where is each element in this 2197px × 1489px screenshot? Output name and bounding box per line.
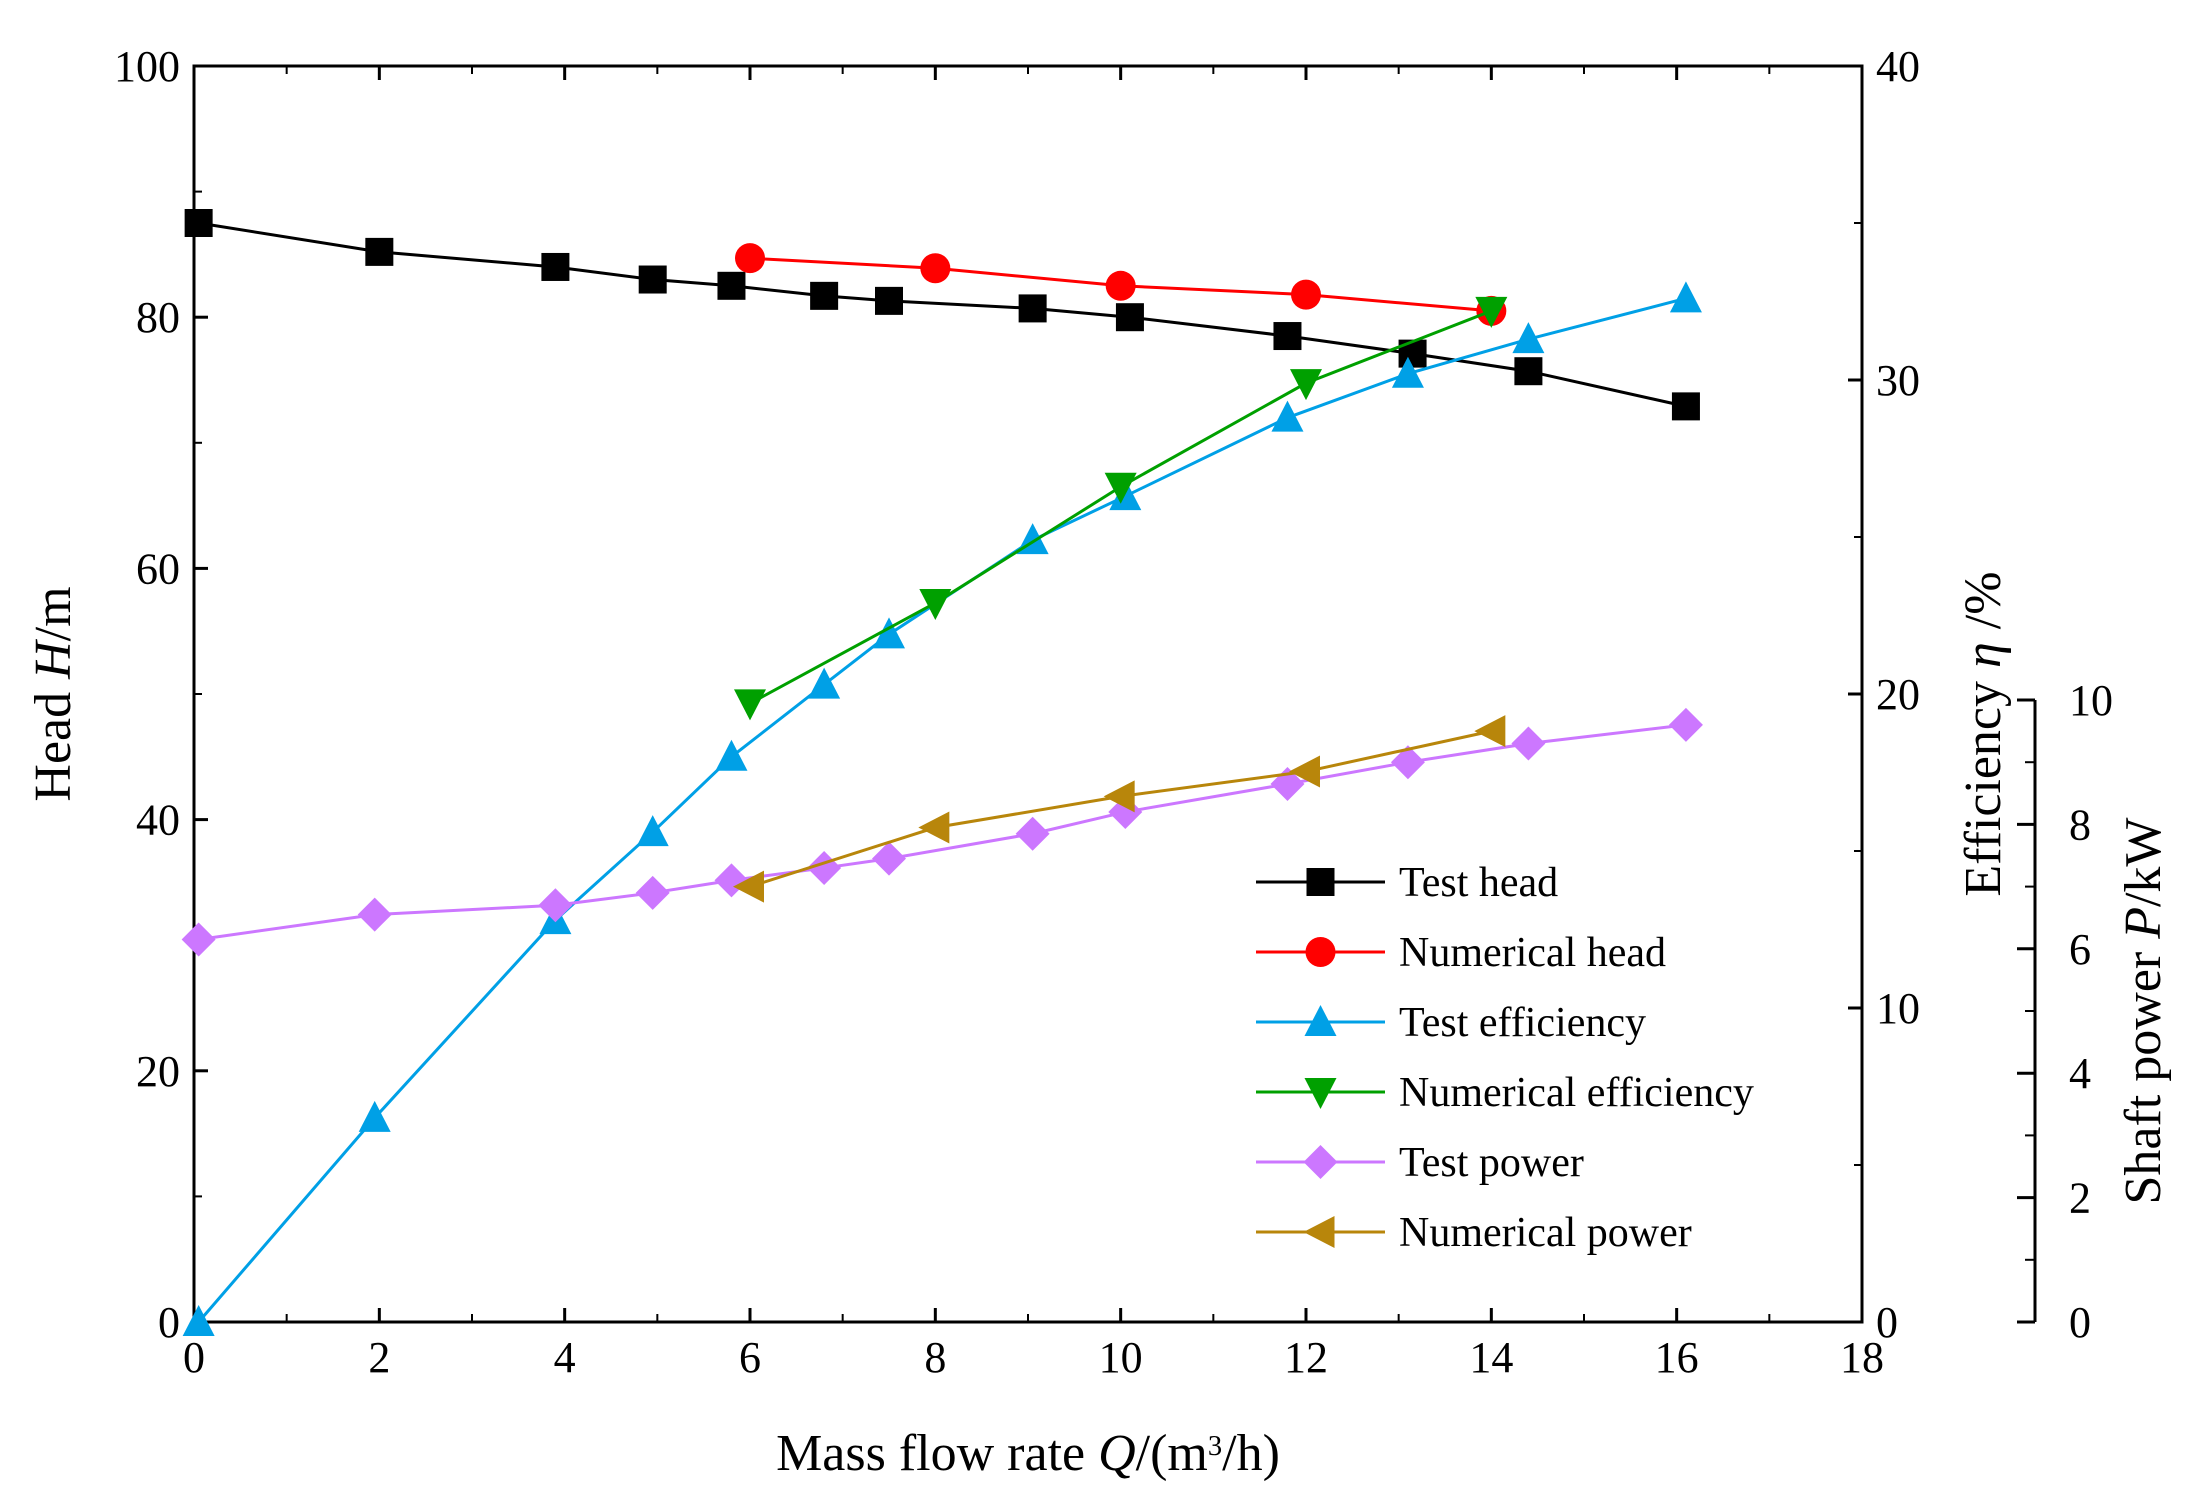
power-tick-label: 0 (2069, 1298, 2091, 1347)
test-power-point (1669, 708, 1703, 742)
test-head-point (1116, 303, 1144, 331)
eff-tick-label: 30 (1876, 356, 1920, 405)
test-head-point (875, 287, 903, 315)
eff-tick-label: 0 (1876, 1298, 1898, 1347)
test-power-point (182, 922, 216, 956)
x-tick-label: 8 (924, 1333, 946, 1382)
numerical-head-point (920, 253, 950, 283)
legend-marker-numerical-power (1304, 1216, 1335, 1248)
numerical-head-point (1106, 271, 1136, 301)
test-efficiency-point (715, 740, 747, 771)
test-power-point (1511, 727, 1545, 761)
plot-frame (194, 66, 1862, 1322)
test-power-point (636, 876, 670, 910)
test-head-point (1019, 294, 1047, 322)
numerical-efficiency-point (1290, 369, 1322, 400)
head-tick-label: 80 (136, 293, 180, 342)
x-tick-label: 12 (1284, 1333, 1328, 1382)
test-head-point (1273, 322, 1301, 350)
test-head-point (717, 272, 745, 300)
numerical-efficiency-point (734, 689, 766, 720)
test-head-point (1514, 357, 1542, 385)
legend-label-numerical-head: Numerical head (1399, 930, 1666, 976)
legend-marker-test-power (1304, 1145, 1338, 1179)
test-power-point (358, 898, 392, 932)
legend-label-test-power: Test power (1399, 1140, 1584, 1186)
numerical-power-point (1474, 715, 1505, 747)
performance-chart: 0 2 4 6 8 10 12 14 16 180204060801000102030400246… (0, 0, 2197, 1489)
test-head-point (810, 282, 838, 310)
test-power-point (538, 888, 572, 922)
numerical-head-point (735, 243, 765, 273)
test-efficiency-point (808, 668, 840, 699)
test-head-point (639, 266, 667, 294)
numerical-head-point (1291, 280, 1321, 310)
test-head-point (185, 209, 213, 237)
head-tick-label: 60 (136, 544, 180, 593)
x-tick-label: 14 (1469, 1333, 1513, 1382)
test-power-point (714, 863, 748, 897)
head-tick-label: 20 (136, 1047, 180, 1096)
x-tick-label: 0 (183, 1333, 205, 1382)
axes-group: 0 2 4 6 8 10 12 14 16 180204060801000102030400246… (25, 42, 2172, 1482)
legend-label-numerical-power: Numerical power (1399, 1210, 1692, 1256)
legend-label-test-efficiency: Test efficiency (1399, 1000, 1646, 1046)
legend: Test head Numerical head Test efficiency Nu… (1256, 860, 1754, 1256)
test-head-point (1672, 392, 1700, 420)
numerical-power-point (918, 812, 949, 844)
test-power-point (1016, 817, 1050, 851)
efficiency-axis-title: Efficiency η /% (1955, 571, 2012, 896)
head-tick-label: 40 (136, 796, 180, 845)
legend-marker-test-head (1307, 868, 1335, 896)
numerical-efficiency-point (919, 589, 951, 620)
x-axis-title: Mass flow rate Q/(m3/h) (776, 1425, 1280, 1482)
test-head-line (199, 223, 1686, 406)
power-tick-label: 4 (2069, 1049, 2091, 1098)
power-tick-label: 2 (2069, 1174, 2091, 1223)
x-tick-label: 16 (1655, 1333, 1699, 1382)
eff-tick-label: 40 (1876, 42, 1920, 91)
head-axis-title: Head H/m (25, 586, 82, 801)
test-efficiency-point (1271, 401, 1303, 432)
x-tick-label: 4 (554, 1333, 576, 1382)
head-tick-label: 100 (114, 42, 180, 91)
legend-marker-numerical-head (1306, 937, 1336, 967)
power-tick-label: 6 (2069, 925, 2091, 974)
power-axis-title: Shaft power P/kW (2115, 817, 2172, 1204)
eff-tick-label: 10 (1876, 984, 1920, 1033)
legend-label-numerical-efficiency: Numerical efficiency (1399, 1070, 1754, 1116)
head-tick-label: 0 (158, 1298, 180, 1347)
test-head-point (365, 238, 393, 266)
test-head-series (185, 209, 1700, 420)
power-tick-label: 10 (2069, 676, 2113, 725)
x-tick-label: 10 (1099, 1333, 1143, 1382)
x-tick-label: 6 (739, 1333, 761, 1382)
test-head-point (541, 253, 569, 281)
x-tick-label: 2 (368, 1333, 390, 1382)
power-tick-label: 8 (2069, 800, 2091, 849)
test-efficiency-point (1670, 281, 1702, 312)
eff-tick-label: 20 (1876, 670, 1920, 719)
legend-label-test-head: Test head (1399, 860, 1558, 906)
